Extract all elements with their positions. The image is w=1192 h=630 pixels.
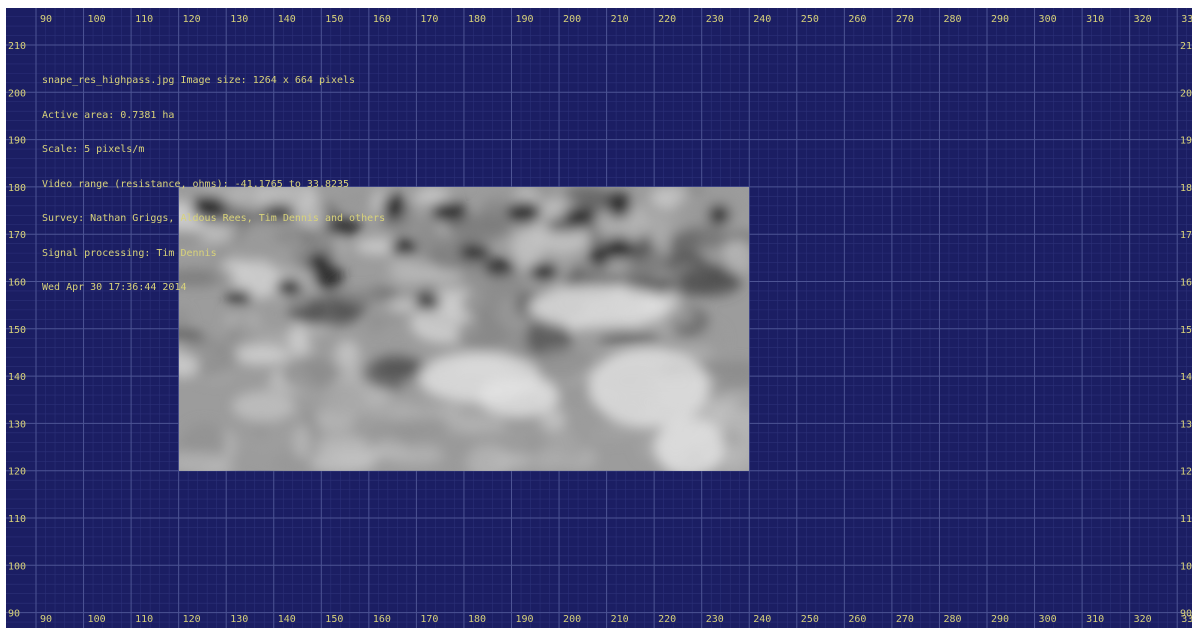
x-tick-label-top: 310: [1086, 14, 1104, 25]
x-tick-label-bottom: 200: [563, 614, 581, 625]
survey-image: [178, 186, 750, 471]
y-tick-label-left: 140: [8, 372, 26, 383]
y-tick-label-right: 120: [1180, 467, 1192, 478]
x-tick-label-bottom: 150: [325, 614, 343, 625]
x-tick-label-bottom: 280: [943, 614, 961, 625]
x-tick-label-top: 270: [896, 14, 914, 25]
info-panel: snape_res_highpass.jpg Image size: 1264 …: [42, 52, 385, 317]
x-tick-label-bottom: 230: [706, 614, 724, 625]
info-line-file: snape_res_highpass.jpg Image size: 1264 …: [42, 75, 356, 86]
info-line-survey: Survey: Nathan Griggs, Aldous Rees, Tim …: [42, 213, 386, 224]
x-tick-label-top: 100: [88, 14, 106, 25]
y-tick-label-right: 100: [1180, 561, 1192, 572]
x-tick-label-top: 260: [848, 14, 866, 25]
y-tick-label-left: 150: [8, 325, 26, 336]
x-tick-label-top: 240: [753, 14, 771, 25]
info-line-date: Wed Apr 30 17:36:44 2014: [42, 282, 187, 293]
y-tick-label-right: 90: [1180, 609, 1192, 620]
x-tick-label-top: 200: [563, 14, 581, 25]
x-tick-label-top: 130: [230, 14, 248, 25]
info-line-range: Video range (resistance, ohms): -41.1765…: [42, 178, 350, 190]
x-tick-label-bottom: 310: [1086, 614, 1104, 625]
x-tick-label-bottom: 110: [135, 614, 153, 625]
info-line-processing: Signal processing: Tim Dennis: [42, 247, 217, 259]
y-tick-label-left: 210: [8, 41, 26, 52]
x-tick-label-top: 90: [40, 14, 52, 25]
x-tick-label-top: 210: [611, 14, 629, 25]
x-tick-label-top: 220: [658, 14, 676, 25]
y-tick-label-left: 160: [8, 278, 26, 289]
y-tick-label-right: 130: [1180, 419, 1192, 430]
y-tick-label-left: 100: [8, 561, 26, 572]
x-tick-label-bottom: 330: [1181, 614, 1192, 625]
x-tick-label-bottom: 170: [420, 614, 438, 625]
x-tick-label-bottom: 190: [516, 614, 534, 625]
x-tick-label-top: 320: [1134, 14, 1152, 25]
x-tick-label-top: 190: [516, 14, 534, 25]
x-tick-label-top: 160: [373, 14, 391, 25]
x-tick-label-top: 330: [1181, 14, 1192, 25]
y-tick-label-left: 130: [8, 419, 26, 430]
x-tick-label-bottom: 140: [278, 614, 296, 625]
y-tick-label-left: 190: [8, 136, 26, 147]
plot-frame: 90 90 100 100 110 110 120 120 130 130 140 140 150 150…: [6, 8, 1192, 628]
x-tick-label-top: 180: [468, 14, 486, 25]
y-tick-label-right: 180: [1180, 183, 1192, 194]
x-tick-label-bottom: 300: [1039, 614, 1057, 625]
x-tick-label-bottom: 250: [801, 614, 819, 625]
y-tick-label-left: 180: [8, 183, 26, 194]
y-tick-label-right: 190: [1180, 136, 1192, 147]
y-tick-label-right: 150: [1180, 325, 1192, 336]
x-tick-label-top: 110: [135, 14, 153, 25]
x-tick-label-bottom: 270: [896, 614, 914, 625]
x-tick-label-bottom: 100: [88, 614, 106, 625]
x-tick-label-bottom: 160: [373, 614, 391, 625]
x-tick-label-top: 250: [801, 14, 819, 25]
x-tick-label-top: 290: [991, 14, 1009, 25]
x-tick-label-top: 280: [943, 14, 961, 25]
x-tick-label-bottom: 120: [183, 614, 201, 625]
x-tick-label-bottom: 130: [230, 614, 248, 625]
x-tick-label-top: 170: [420, 14, 438, 25]
y-tick-label-right: 140: [1180, 372, 1192, 383]
y-tick-label-right: 110: [1180, 514, 1192, 525]
x-tick-label-bottom: 290: [991, 614, 1009, 625]
x-tick-label-top: 120: [183, 14, 201, 25]
x-tick-label-bottom: 210: [611, 614, 629, 625]
y-tick-label-right: 170: [1180, 230, 1192, 241]
y-tick-label-left: 120: [8, 467, 26, 478]
y-tick-label-left: 90: [8, 609, 20, 620]
x-tick-label-bottom: 320: [1134, 614, 1152, 625]
y-tick-label-left: 110: [8, 514, 26, 525]
x-tick-label-top: 150: [325, 14, 343, 25]
x-tick-label-top: 140: [278, 14, 296, 25]
x-tick-label-top: 300: [1039, 14, 1057, 25]
x-tick-label-top: 230: [706, 14, 724, 25]
info-line-area: Active area: 0.7381 ha: [42, 109, 175, 121]
x-tick-label-bottom: 220: [658, 614, 676, 625]
y-tick-label-right: 160: [1180, 278, 1192, 289]
x-tick-label-bottom: 260: [848, 614, 866, 625]
y-tick-label-left: 170: [8, 230, 26, 241]
info-line-scale: Scale: 5 pixels/m: [42, 144, 145, 155]
x-tick-label-bottom: 180: [468, 614, 486, 625]
y-tick-label-left: 200: [8, 88, 26, 99]
x-tick-label-bottom: 90: [40, 614, 52, 625]
y-tick-label-right: 200: [1180, 88, 1192, 99]
x-tick-label-bottom: 240: [753, 614, 771, 625]
y-tick-label-right: 210: [1180, 41, 1192, 52]
